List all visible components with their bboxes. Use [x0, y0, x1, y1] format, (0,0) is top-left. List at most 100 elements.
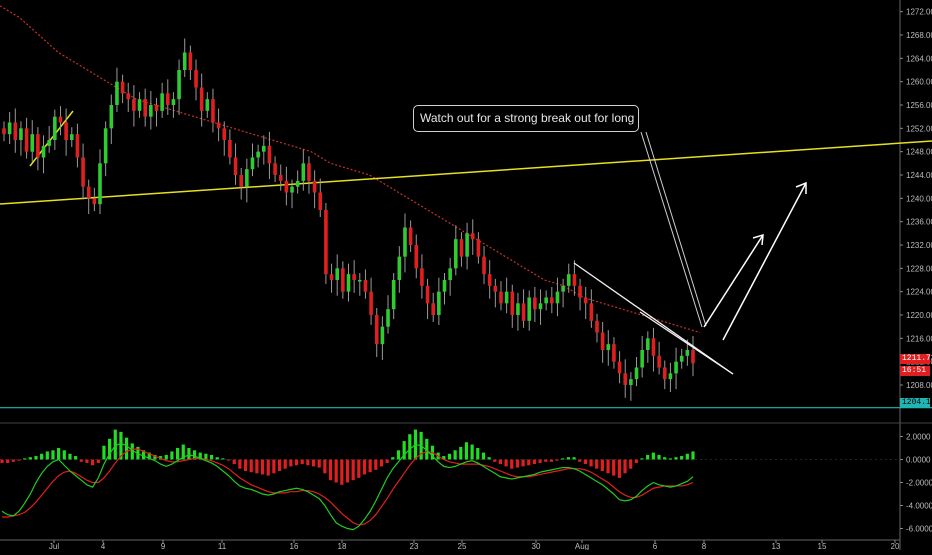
- candle-body: [408, 227, 413, 245]
- candle-body: [662, 367, 667, 380]
- macd-histogram-bar: [232, 459, 236, 465]
- candle-body: [448, 268, 452, 280]
- candle-body: [2, 128, 6, 135]
- candle-body: [629, 379, 633, 385]
- macd-histogram-bar: [589, 459, 593, 467]
- macd-histogram-bar: [674, 457, 678, 460]
- macd-histogram-bar: [385, 459, 389, 463]
- candle-body: [143, 99, 147, 117]
- target-arrow-shaft: [722, 182, 807, 341]
- price-tick-label: 1240.00: [906, 194, 932, 203]
- wedge-inner-line: [639, 311, 734, 375]
- date-tick-label: 23: [410, 542, 419, 550]
- macd-histogram-bar: [402, 441, 406, 460]
- macd-histogram-bar: [566, 457, 570, 460]
- macd-histogram-bar: [634, 459, 638, 463]
- macd-histogram-bar: [51, 450, 55, 460]
- candle-body: [623, 373, 628, 385]
- annotation-callout[interactable]: Watch out for a strong break out for lon…: [413, 105, 639, 132]
- macd-tick-label: 0.0000: [906, 456, 931, 465]
- macd-histogram-bar: [249, 459, 253, 473]
- candle-body: [380, 326, 385, 345]
- candle-body: [64, 122, 68, 140]
- price-tick-label: 1252.00: [906, 124, 932, 133]
- macd-histogram-bar: [311, 459, 316, 467]
- macd-histogram-bar: [6, 459, 10, 463]
- candle-body: [646, 338, 650, 350]
- macd-histogram-bar: [521, 459, 525, 467]
- macd-histogram-bar: [209, 454, 214, 460]
- price-tick-label: 1248.00: [906, 148, 932, 157]
- candle-body: [420, 268, 424, 286]
- price-tick-label: 1236.00: [906, 218, 932, 227]
- candle-body: [555, 291, 560, 304]
- macd-histogram-bar: [663, 457, 667, 460]
- macd-histogram-bar: [74, 456, 78, 460]
- macd-histogram-bar: [108, 438, 112, 460]
- user-drawings[interactable]: [573, 131, 807, 375]
- candle-body: [391, 280, 396, 310]
- candle-body: [278, 175, 283, 181]
- candle-body: [651, 338, 656, 356]
- macd-histogram-bar: [192, 450, 197, 460]
- candle-body: [657, 355, 661, 368]
- date-tick-label: 6: [653, 542, 658, 550]
- price-tick-label: 1228.00: [906, 264, 932, 273]
- candle-body: [41, 145, 46, 158]
- date-tick-label: 8: [702, 542, 707, 550]
- candle-body: [318, 192, 323, 210]
- candle-body: [561, 285, 565, 292]
- price-tick-label: 1232.00: [906, 241, 932, 250]
- macd-histogram-bar: [691, 451, 695, 460]
- candle-body: [53, 116, 57, 140]
- macd-histogram-bar: [300, 459, 304, 465]
- date-tick-label: 15: [818, 542, 827, 550]
- macd-histogram-bar: [498, 459, 503, 465]
- price-axis-ticks: 1272.00 1268.00 1264.00 1260.00 1256.00 1252.…: [900, 8, 932, 390]
- macd-histogram-bar: [79, 459, 83, 462]
- price-tick-label: 1224.00: [906, 288, 932, 297]
- candle-body: [386, 309, 390, 327]
- macd-histogram-bar: [23, 458, 27, 460]
- candle-body: [533, 297, 537, 310]
- macd-histogram-bar: [374, 459, 378, 470]
- candle-body: [7, 122, 12, 135]
- candle-body: [431, 303, 436, 315]
- macd-histogram-bar: [629, 459, 633, 469]
- candle-body: [86, 186, 91, 199]
- candle-body: [19, 128, 23, 140]
- candle-body: [273, 163, 277, 175]
- macd-histogram-bar: [685, 453, 689, 460]
- candle-body: [606, 344, 611, 350]
- candle-body: [228, 140, 232, 158]
- target-arrow-head: [795, 181, 807, 194]
- macd-histogram-bar: [198, 452, 202, 460]
- candle-body: [499, 291, 503, 304]
- macd-histogram-bar: [187, 448, 191, 460]
- candle-body: [414, 245, 419, 269]
- macd-histogram-bar: [85, 459, 89, 463]
- last-price-tag: 1211.73: [900, 354, 932, 364]
- macd-histogram-bar: [334, 459, 338, 483]
- date-tick-label: 20: [891, 542, 900, 550]
- macd-histogram-bar: [549, 459, 554, 462]
- candle-body: [69, 134, 74, 140]
- candle-body: [36, 134, 40, 158]
- annotation-text: Watch out for a strong break out for lon…: [420, 111, 635, 125]
- candle-body: [109, 105, 114, 129]
- candle-body: [290, 186, 294, 193]
- macd-histogram-bar: [646, 454, 650, 460]
- macd-histogram-bar: [464, 442, 469, 460]
- macd-histogram-bar: [368, 459, 372, 473]
- price-tick-label: 1272.00: [906, 8, 932, 17]
- macd-histogram-bar: [640, 458, 644, 460]
- macd-signal-line: [2, 448, 694, 526]
- macd-histogram-bar: [680, 456, 684, 460]
- macd-histogram-bar: [289, 459, 293, 467]
- candle-body: [284, 180, 289, 193]
- date-tick-label: 13: [772, 542, 781, 550]
- macd-histogram-bar: [442, 456, 446, 460]
- candle-body: [583, 297, 588, 304]
- candle-body: [493, 285, 498, 292]
